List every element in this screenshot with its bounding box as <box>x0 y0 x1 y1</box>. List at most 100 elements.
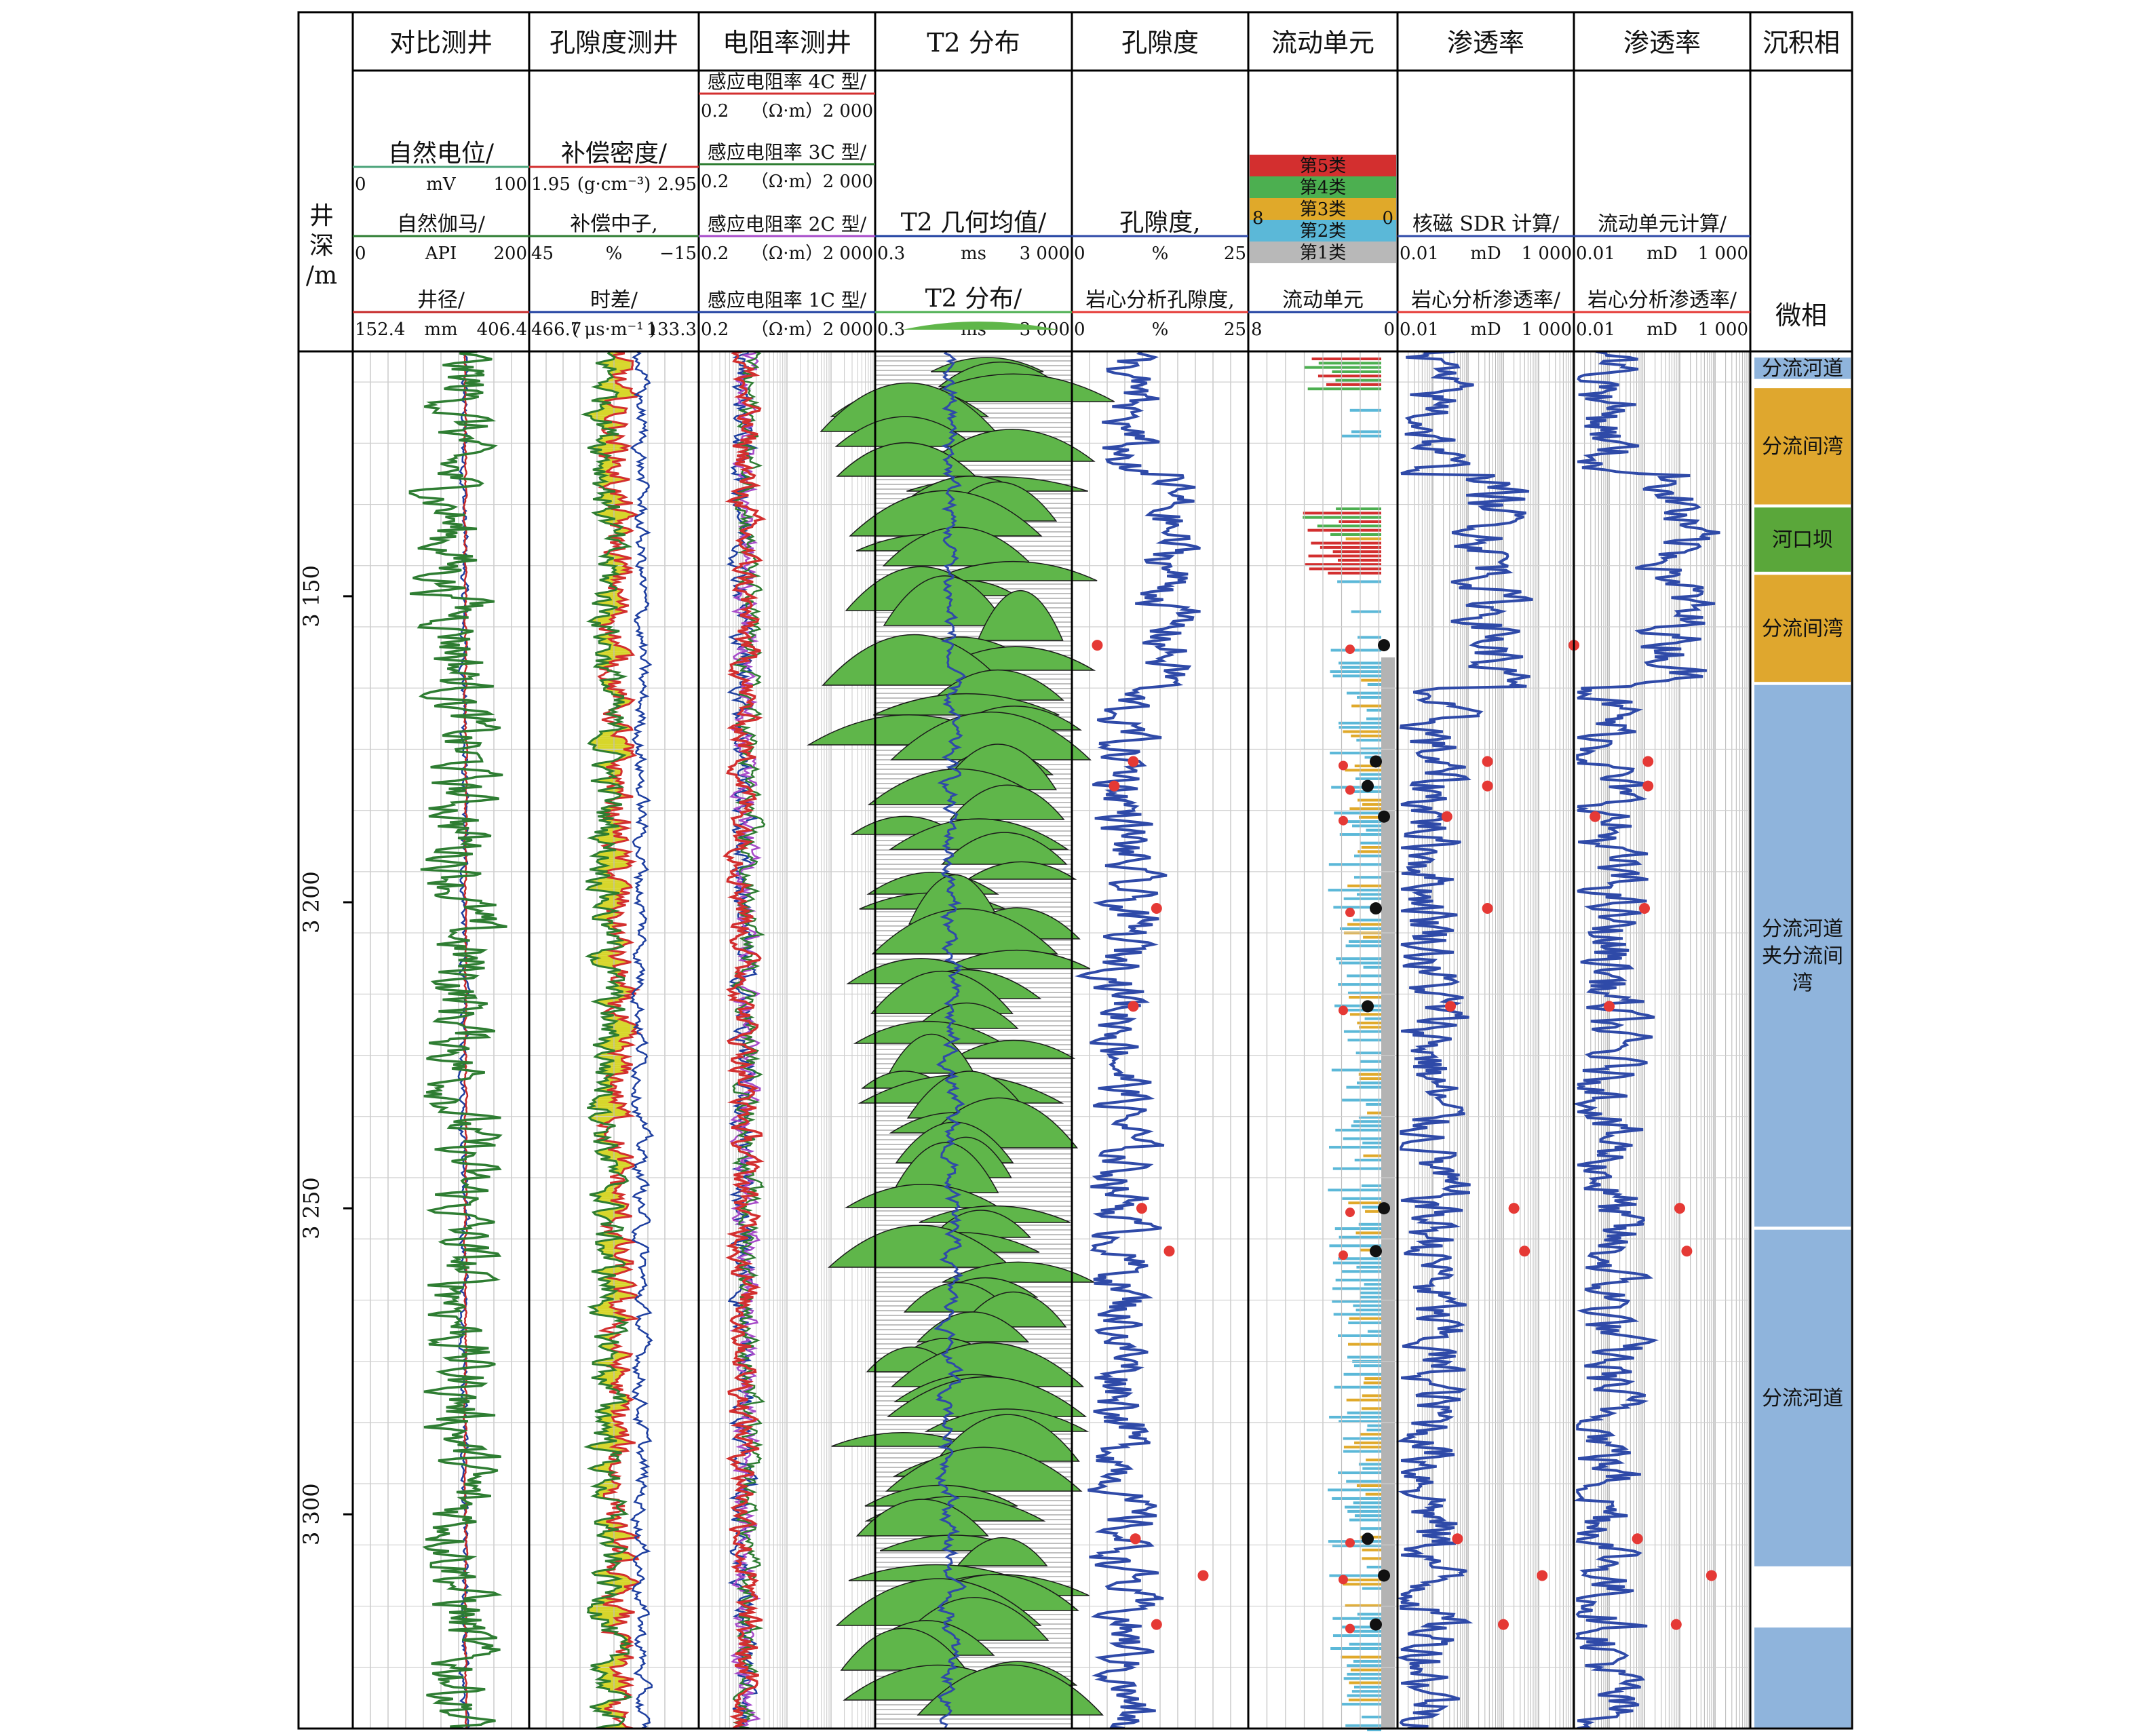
t2-spectrum <box>930 1210 1032 1238</box>
curve-scale-max: 2.95 <box>657 174 697 195</box>
flow-unit-bar <box>1366 708 1381 712</box>
facies-label: 夹分流间 <box>1762 944 1843 968</box>
flow-unit-bar <box>1351 1124 1381 1127</box>
flow-unit-bar <box>1328 1488 1381 1492</box>
facies-zone <box>1754 388 1851 505</box>
flow-unit-legend-label: 第2类 <box>1300 221 1347 242</box>
flow-unit-bar <box>1354 765 1381 767</box>
core-perm-sdr-point <box>1482 780 1493 792</box>
flow-unit-legend-swatch <box>1250 155 1396 176</box>
flow-unit-bar <box>1351 430 1381 433</box>
curve-scale-unit: % <box>1152 320 1169 340</box>
flow-unit-bar <box>1364 1377 1381 1381</box>
flow-unit-bar <box>1338 1471 1381 1475</box>
core-perm-fu-point <box>1590 811 1601 822</box>
curve-scale-min: 0 <box>1074 244 1085 264</box>
flow-unit-legend-max: 0 <box>1382 208 1393 229</box>
flow-unit-bar <box>1363 1154 1381 1157</box>
flow-unit-core-point <box>1362 1000 1374 1013</box>
t2-spectrum <box>951 1039 1076 1059</box>
curve-name: 补偿密度/ <box>561 140 668 168</box>
flow-unit-bar <box>1332 1617 1381 1620</box>
curve-scale-min: 0.01 <box>1576 244 1615 264</box>
t2-spectrum <box>966 861 1077 880</box>
flow-unit-bar <box>1349 1013 1381 1016</box>
curve-name: 感应电阻率 4C 型/ <box>708 71 867 93</box>
t2-spectrum <box>931 669 1064 701</box>
core-porosity-point <box>1197 1570 1209 1581</box>
t2-spectrum <box>941 832 1068 865</box>
flow-unit-bar <box>1363 965 1381 969</box>
curve-scale-unit: mD <box>1647 320 1678 340</box>
curve-scale-unit: API <box>425 244 457 264</box>
track-title: 流动单元 <box>1271 28 1374 58</box>
t2-spectrum <box>912 373 1115 402</box>
flow-unit-bar <box>1347 923 1381 926</box>
flow-unit-bar <box>1365 1210 1381 1213</box>
curve-name: 感应电阻率 3C 型/ <box>708 141 867 163</box>
flow-unit-bar <box>1307 387 1381 391</box>
curve-name: 自然伽马/ <box>397 212 486 236</box>
flow-unit-bar <box>1320 545 1381 549</box>
flow-unit-bar <box>1318 362 1381 365</box>
flow-unit-legend-label: 第4类 <box>1300 178 1347 198</box>
flow-unit-core-point <box>1370 1618 1382 1631</box>
flow-unit-bar <box>1332 674 1381 678</box>
facies-label: 分流间湾 <box>1762 617 1843 640</box>
curve-scale-min: 0.01 <box>1400 320 1439 340</box>
flow-unit-bar <box>1354 1441 1381 1444</box>
flow-unit-bar <box>1342 1270 1381 1273</box>
neutron-curve <box>580 351 634 1729</box>
curve-scale-min: 0.3 <box>877 244 905 264</box>
flow-unit-bar <box>1345 769 1381 772</box>
core-porosity-point <box>1151 903 1162 914</box>
core-perm-sdr-point <box>1452 1533 1463 1545</box>
flow-unit-bar <box>1311 358 1381 361</box>
track-title: 渗透率 <box>1623 28 1701 58</box>
flow-unit-bar <box>1353 1364 1381 1368</box>
flow-unit-bar <box>1346 1398 1381 1402</box>
curve-scale-max: 1 000 <box>1522 320 1572 340</box>
flow-unit-bar <box>1350 1668 1381 1672</box>
curve-name: T2 几何均值/ <box>901 209 1047 237</box>
log-curves <box>408 351 1720 1729</box>
flow-unit-bar <box>1328 1189 1381 1192</box>
t2-spectrum <box>916 1311 1030 1343</box>
flow-unit-bar <box>1347 1411 1381 1414</box>
flow-unit-bar <box>1355 1052 1381 1055</box>
flow-unit-bar <box>1330 670 1381 674</box>
flow-unit-bar <box>1360 1296 1381 1299</box>
flow-unit-bar <box>1361 1184 1381 1187</box>
flow-unit-bar <box>1336 957 1381 961</box>
t2-spectrum <box>840 1627 968 1671</box>
flow-unit-bar <box>1362 1716 1381 1719</box>
flow-unit-legend-label: 第5类 <box>1300 156 1347 176</box>
flow-unit-bar <box>1328 863 1381 866</box>
flow-unit-bar <box>1367 1729 1381 1731</box>
curve-scale-max: 406.4 <box>477 320 527 340</box>
flow-unit-bar <box>1359 1026 1381 1029</box>
flow-unit-bar <box>1328 1540 1381 1543</box>
curve-scale-unit: mm <box>424 320 457 340</box>
flow-unit-bar <box>1344 1578 1381 1581</box>
flow-unit-bar <box>1329 1415 1381 1419</box>
core-porosity-point <box>1109 780 1120 792</box>
flow-unit-bar <box>1343 1677 1381 1680</box>
core-perm-fu-point <box>1604 1001 1615 1012</box>
curve-scale-unit: （Ω·m） <box>751 172 823 192</box>
flow-unit-bar <box>1333 1313 1381 1316</box>
t2-spectrum <box>942 949 1091 969</box>
core-perm-fu-point <box>1681 1246 1693 1257</box>
flow-unit-bar <box>1348 1698 1381 1701</box>
curve-name: 岩心分析孔隙度, <box>1085 288 1235 312</box>
core-perm-sdr-point <box>1519 1246 1530 1257</box>
flow-unit-bar <box>1317 374 1381 378</box>
flow-unit-bar <box>1333 906 1381 909</box>
t2-spectrum <box>885 1446 1083 1492</box>
flow-unit-bar <box>1329 1574 1381 1577</box>
flow-unit-bar <box>1358 850 1381 853</box>
flow-unit-bar <box>1342 1098 1381 1102</box>
core-perm-sdr-point <box>1508 1203 1520 1214</box>
flow-unit-bar <box>1347 1355 1381 1359</box>
t2-spectrum <box>891 1142 999 1193</box>
